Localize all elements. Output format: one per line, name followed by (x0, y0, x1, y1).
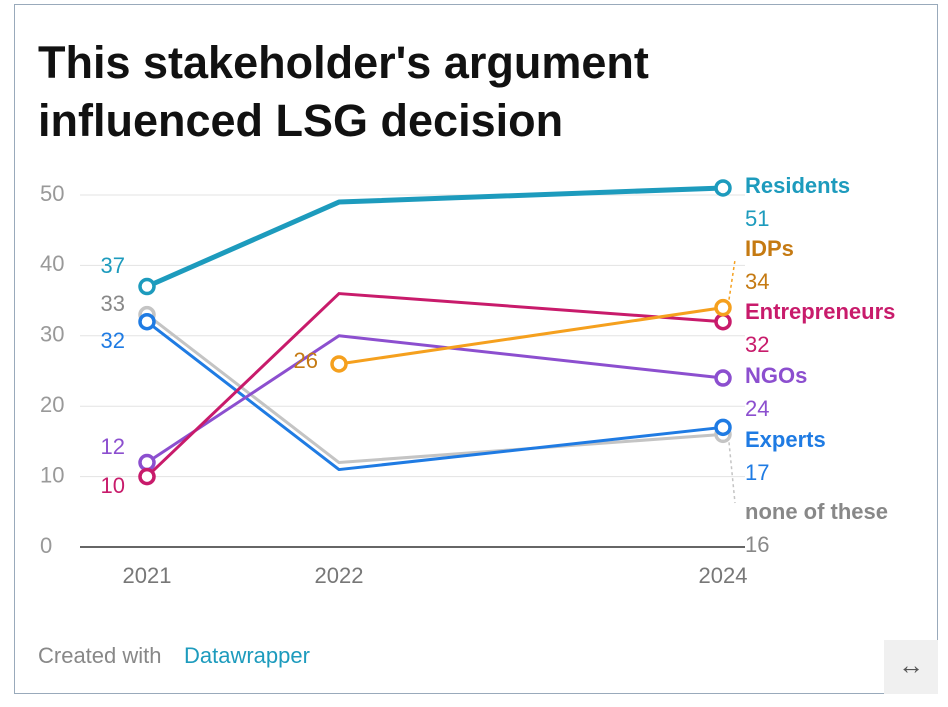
point-marker (714, 312, 732, 331)
series-name-label: NGOs (745, 363, 807, 388)
end-value-label: 32 (745, 332, 769, 357)
series-line (146, 334, 724, 464)
start-value-label: 10 (101, 473, 125, 498)
chart-title: This stakeholder's argument influenced L… (38, 37, 649, 146)
series-line (146, 313, 724, 465)
end-value-label: 34 (745, 269, 769, 294)
point-marker (138, 467, 156, 486)
end-value-label: 51 (745, 206, 769, 231)
start-value-label: 12 (101, 434, 125, 459)
footer-link[interactable]: Datawrapper (184, 643, 310, 668)
y-tick-label: 50 (40, 181, 64, 206)
x-tick-label: 2024 (699, 563, 748, 588)
point-marker (138, 453, 156, 472)
series-line (145, 292, 724, 478)
start-value-label: 33 (101, 291, 125, 316)
footer-prefix: Created with (38, 643, 162, 668)
point-marker (138, 312, 156, 331)
y-tick-label: 40 (40, 251, 64, 276)
series-name-label: IDPs (745, 236, 794, 261)
resize-icon[interactable]: ↔ (898, 650, 924, 680)
point-marker (138, 277, 156, 296)
end-value-label: 24 (745, 396, 769, 421)
point-marker (714, 369, 732, 387)
series-name-label: Residents (745, 173, 850, 198)
y-tick-label: 0 (40, 533, 52, 558)
series-line (145, 185, 724, 289)
x-tick-label: 2021 (123, 563, 172, 588)
end-value-label: 17 (745, 460, 769, 485)
resize-box[interactable] (884, 640, 938, 694)
series-name-label: Entrepreneurs (745, 299, 895, 324)
y-tick-label: 20 (40, 392, 64, 417)
leader-line (728, 442, 736, 504)
series-line (338, 306, 724, 366)
start-value-label: 26 (294, 348, 318, 373)
end-value-label: 16 (745, 532, 769, 557)
series-line (146, 320, 724, 472)
series-name-label: none of these (745, 499, 888, 524)
y-tick-label: 30 (40, 322, 64, 347)
point-marker (330, 355, 348, 373)
card (14, 4, 938, 694)
point-marker (714, 298, 732, 317)
leader-line (728, 259, 736, 300)
start-value-label: 32 (101, 328, 125, 353)
start-value-label: 37 (101, 253, 125, 278)
y-tick-label: 10 (40, 462, 64, 487)
point-marker (714, 179, 732, 197)
point-marker (714, 418, 732, 437)
series-name-label: Experts (745, 427, 826, 452)
x-tick-label: 2022 (315, 563, 364, 588)
